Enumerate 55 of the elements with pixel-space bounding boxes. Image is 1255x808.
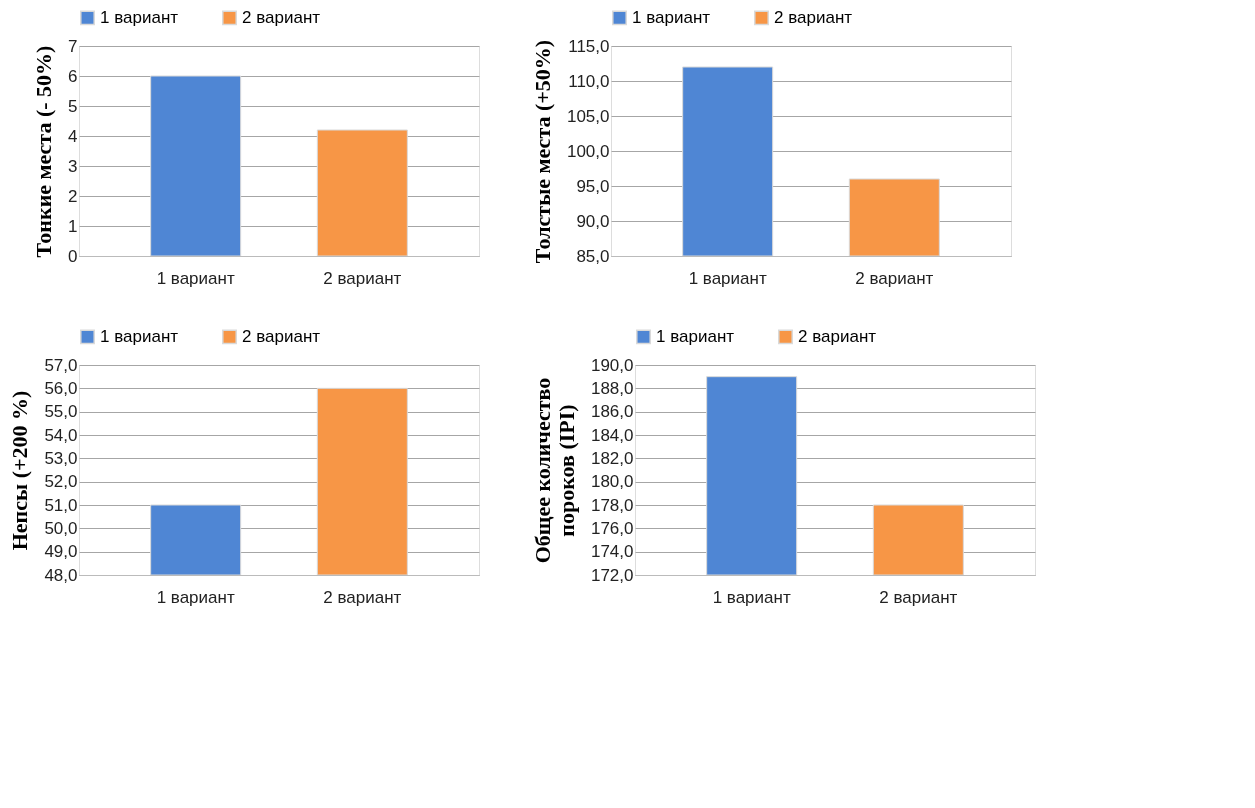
y-tick-label: 174,0	[590, 542, 634, 562]
y-tick-label: 85,0	[576, 246, 610, 266]
y-tick-label: 56,0	[44, 378, 78, 398]
y-tick-label: 3	[68, 156, 78, 176]
y-tick-label: 55,0	[44, 402, 78, 422]
y-tick-label: 1	[68, 216, 78, 236]
y-tick-label: 4	[68, 126, 78, 146]
x-tick-label: 2 вариант	[323, 268, 402, 288]
y-tick-label: 100,0	[566, 141, 610, 161]
y-tick-label: 57,0	[44, 355, 78, 375]
y-tick-label: 48,0	[44, 565, 78, 585]
y-axis-title: Общее количество пороков (IPI)	[529, 377, 579, 564]
x-tick-label: 2 вариант	[879, 587, 958, 607]
legend-label: 2 вариант	[242, 326, 321, 346]
y-tick-label: 51,0	[44, 495, 78, 515]
x-tick-label: 1 вариант	[712, 587, 791, 607]
y-tick-label: 6	[68, 66, 78, 86]
x-tick-label: 2 вариант	[855, 268, 934, 288]
y-tick-label: 95,0	[576, 176, 610, 196]
legend-label: 1 вариант	[100, 326, 179, 346]
y-tick-label: 5	[68, 96, 78, 116]
y-tick-label: 54,0	[44, 425, 78, 445]
y-tick-label: 182,0	[590, 448, 634, 468]
y-tick-label: 178,0	[590, 495, 634, 515]
y-tick-label: 53,0	[44, 448, 78, 468]
x-tick-label: 2 вариант	[323, 587, 402, 607]
y-tick-label: 2	[68, 186, 78, 206]
x-tick-label: 1 вариант	[156, 268, 235, 288]
x-tick-label: 1 вариант	[688, 268, 767, 288]
y-axis-title: Тонкие места (- 50%)	[31, 45, 57, 258]
y-tick-label: 176,0	[590, 518, 634, 538]
y-tick-label: 0	[68, 246, 78, 266]
y-axis-title: Непсы (+200 %)	[7, 390, 33, 551]
y-tick-label: 186,0	[590, 402, 634, 422]
legend-label: 1 вариант	[632, 7, 711, 27]
y-tick-label: 50,0	[44, 518, 78, 538]
legend-label: 2 вариант	[798, 326, 877, 346]
y-tick-label: 7	[68, 36, 78, 56]
legend-label: 1 вариант	[100, 7, 179, 27]
legend-label: 2 вариант	[774, 7, 853, 27]
y-tick-label: 180,0	[590, 472, 634, 492]
y-tick-label: 90,0	[576, 211, 610, 231]
y-tick-label: 105,0	[566, 106, 610, 126]
y-tick-label: 115,0	[568, 36, 610, 56]
y-tick-label: 184,0	[590, 425, 634, 445]
x-tick-label: 1 вариант	[156, 587, 235, 607]
y-tick-label: 172,0	[590, 565, 634, 585]
legend-label: 2 вариант	[242, 7, 321, 27]
y-axis-title: Толстые места (+50%)	[529, 39, 555, 264]
legend-label: 1 вариант	[656, 326, 735, 346]
y-tick-label: 110,0	[568, 71, 610, 91]
y-tick-label: 52,0	[44, 472, 78, 492]
y-tick-label: 188,0	[590, 378, 634, 398]
y-tick-label: 190,0	[590, 355, 634, 375]
y-tick-label: 49,0	[44, 542, 78, 562]
